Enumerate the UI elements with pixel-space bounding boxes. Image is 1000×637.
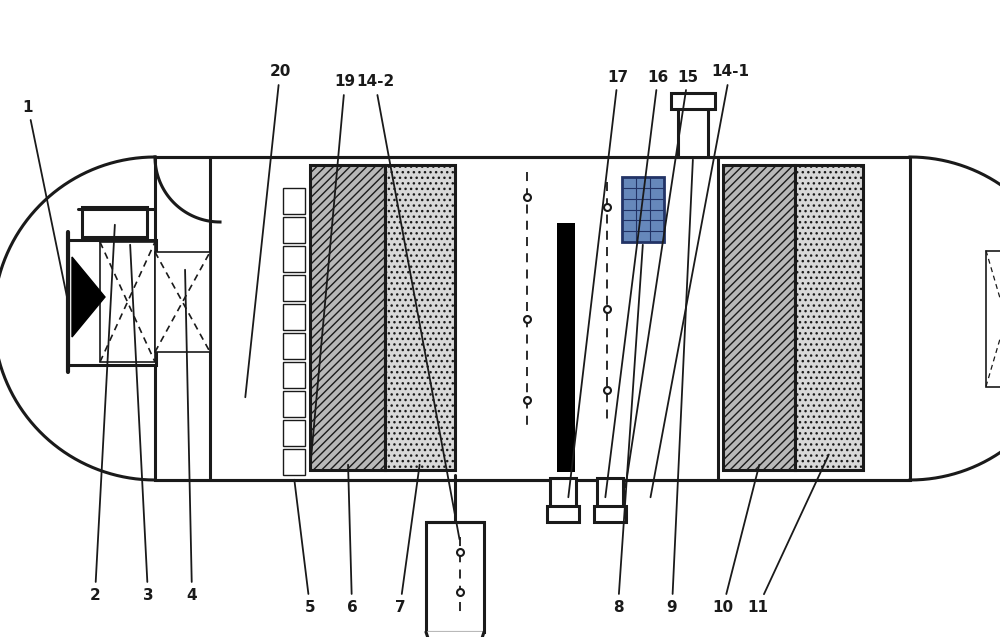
Text: 17: 17 [568, 69, 629, 497]
Text: 19: 19 [310, 75, 356, 467]
Bar [385, 165, 455, 470]
Bar [100, 242, 155, 362]
Text: 1: 1 [23, 99, 67, 299]
Bar [283, 188, 305, 214]
Bar [283, 391, 305, 417]
Text: 9: 9 [667, 160, 693, 615]
Bar [283, 304, 305, 330]
Bar [283, 275, 305, 301]
Text: 16: 16 [605, 69, 669, 497]
Bar [678, 105, 708, 157]
Polygon shape [426, 632, 484, 637]
Bar [283, 449, 305, 475]
Bar [557, 224, 575, 472]
Text: 5: 5 [294, 480, 315, 615]
Text: 3: 3 [130, 245, 153, 603]
Text: 10: 10 [712, 465, 759, 615]
Text: 11: 11 [748, 455, 829, 615]
Text: 14-2: 14-2 [356, 75, 459, 540]
Text: 7: 7 [395, 465, 420, 615]
Bar [594, 506, 626, 522]
Bar [283, 217, 305, 243]
Bar [283, 246, 305, 272]
Text: 20: 20 [245, 64, 291, 397]
Bar [426, 522, 484, 632]
Bar [723, 165, 795, 470]
Bar [68, 240, 156, 365]
Bar [547, 506, 579, 522]
Text: 2: 2 [90, 225, 115, 603]
Text: 6: 6 [347, 465, 357, 615]
Bar [986, 250, 1000, 387]
Text: 4: 4 [185, 270, 197, 603]
Text: 15: 15 [625, 69, 699, 487]
Text: 12: 12 [0, 636, 1, 637]
Text: 13: 13 [0, 636, 1, 637]
Text: 8: 8 [613, 245, 643, 615]
Text: 18: 18 [0, 636, 1, 637]
Bar [550, 478, 576, 508]
Polygon shape [72, 257, 105, 337]
Bar [283, 420, 305, 446]
Bar [283, 362, 305, 388]
Bar [155, 252, 210, 352]
Bar [597, 478, 623, 508]
Polygon shape [910, 157, 1000, 480]
Bar [622, 177, 664, 242]
Polygon shape [0, 157, 155, 480]
Bar [155, 157, 910, 480]
Bar [283, 333, 305, 359]
Bar [795, 165, 863, 470]
Bar [671, 93, 715, 109]
Bar [310, 165, 385, 470]
Text: 14-1: 14-1 [651, 64, 749, 497]
Bar [82, 207, 147, 237]
